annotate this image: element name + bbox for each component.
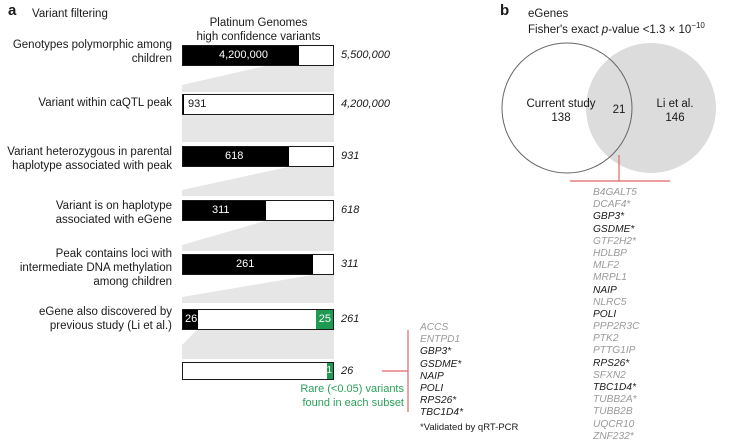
bar-fill-right-green	[316, 310, 333, 329]
bar-stage-7: 1	[182, 362, 334, 380]
panel-b-subtitle: Fisher's exact p-value <1.3 × 10−10	[528, 21, 705, 36]
funnel-4	[182, 221, 334, 251]
funnel-5	[182, 275, 334, 303]
bar-value: 4,200,000	[219, 49, 268, 61]
figure-graphics	[182, 42, 716, 412]
gene-item: DCAF4*	[593, 199, 631, 211]
venn-overlap-count: 21	[612, 104, 626, 116]
gene-item: GSDME*	[593, 223, 635, 235]
stage-label-3: Variant heterozygous in parental haploty…	[7, 146, 172, 172]
panel-b-letter: b	[500, 2, 510, 19]
gene-item: TBC1D4*	[593, 382, 637, 393]
bar-stage-5: 261	[182, 254, 334, 275]
total-stage-7: 26	[341, 365, 354, 377]
rare-note-line2: found in each subset	[302, 397, 404, 409]
bar-stage-6: 26 25	[182, 309, 334, 330]
subtitle-p: p	[601, 23, 609, 36]
gene-item: TBC1D4*	[420, 407, 464, 419]
funnel-1	[182, 66, 334, 92]
total-stage-2: 4,200,000	[341, 98, 390, 110]
stage-label-4: Variant is on haplotype associated with …	[55, 200, 172, 226]
total-stage-4: 618	[341, 204, 360, 216]
total-stage-1: 5,500,000	[341, 49, 390, 61]
gene-list-b: B4GALT5 DCAF4* GBP3* GSDME* GTF2H2* HDLB…	[593, 187, 639, 443]
gene-item: RPS26*	[420, 395, 457, 407]
stage-label-2: Variant within caQTL peak	[38, 97, 172, 109]
gene-item: TUBB2B	[593, 406, 633, 418]
gene-item: GBP3*	[593, 211, 625, 223]
gene-item: GBP3*	[420, 346, 452, 358]
column-header-line1: Platinum Genomes	[209, 17, 308, 29]
gene-item: GTF2H2*	[593, 235, 637, 247]
stage-label-5: Peak contains loci with intermediate DNA…	[19, 248, 172, 288]
bar-value-right: 25	[318, 313, 331, 325]
total-stage-6: 261	[341, 313, 360, 325]
total-stage-3: 931	[341, 150, 360, 162]
gene-item: POLI	[420, 382, 444, 394]
gene-item: SFXN2	[593, 369, 626, 381]
gene-item: B4GALT5	[593, 187, 637, 198]
gene-item: PPP2R3C	[593, 321, 640, 333]
bar-stage-1: 4,200,000	[182, 45, 334, 66]
funnel-2	[182, 115, 334, 142]
bar-fill	[183, 46, 299, 65]
bar-fill-right-green	[327, 363, 333, 379]
gene-item: ENTPD1	[420, 334, 461, 346]
bar-fill	[183, 95, 184, 114]
gene-item: UQCR10	[593, 418, 635, 430]
bar-fill	[183, 201, 266, 220]
venn-left-circle	[501, 42, 633, 174]
bar-fill	[183, 255, 313, 274]
funnel-6	[182, 330, 334, 359]
bar-stage-4: 311	[182, 200, 334, 221]
gene-item: ZNF232*	[593, 430, 634, 442]
subtitle-exponent: −10	[691, 21, 705, 30]
gene-list-a: ACCS ENTPD1 GBP3* GSDME* NAIP POLI RPS26…	[420, 322, 463, 420]
column-header-line2: high confidence variants	[196, 31, 321, 43]
funnel-3	[182, 167, 334, 196]
venn-left-text: Current study 138	[521, 97, 601, 125]
stage-label-1: Genotypes polymorphic among children	[12, 39, 172, 65]
bar-stage-3: 618	[182, 146, 334, 167]
gene-item: GSDME*	[420, 358, 462, 370]
stage-label-6: eGene also discovered by previous study …	[39, 306, 172, 332]
bar-value: 261	[236, 258, 255, 270]
venn-left-label: Current study	[526, 98, 596, 110]
panel-a-letter: a	[8, 2, 17, 19]
bar-value: 618	[225, 150, 244, 162]
gene-item: RPS26*	[593, 357, 630, 369]
gene-item: PTTG1IP	[593, 345, 636, 357]
gene-item: NLRC5	[593, 296, 627, 308]
gene-item: NAIP	[593, 284, 617, 296]
validated-note: *Validated by qRT-PCR	[420, 422, 519, 433]
venn-right-count: 146	[665, 112, 685, 124]
panel-b-title: eGenes	[528, 8, 569, 20]
rare-variants-note: Rare (<0.05) variants found in each subs…	[242, 382, 404, 410]
gene-item: MRPL1	[593, 272, 627, 284]
bar-fill-left	[183, 310, 198, 329]
gene-item: POLI	[593, 308, 617, 320]
bar-value-right: 1	[326, 365, 332, 376]
venn-right-text: Li et al. 146	[640, 97, 710, 125]
bar-stage-2: 931	[182, 94, 334, 115]
subtitle-prefix: Fisher's exact	[528, 23, 602, 36]
venn-left-count: 138	[551, 112, 571, 124]
bar-value: 311	[212, 204, 230, 216]
venn-right-label: Li et al.	[656, 98, 694, 110]
gene-item: NAIP	[420, 370, 444, 382]
total-stage-5: 311	[341, 258, 359, 270]
gene-item: ACCS	[420, 322, 449, 333]
column-header: Platinum Genomes high confidence variant…	[186, 16, 331, 44]
gene-item: HDLBP	[593, 247, 627, 259]
bar-value: 931	[188, 98, 207, 110]
bar-fill	[183, 147, 289, 166]
rare-note-line1: Rare (<0.05) variants	[300, 383, 404, 395]
section-title: Variant filtering	[32, 8, 108, 20]
bar-value-left: 26	[185, 313, 198, 325]
subtitle-suffix: -value <1.3 × 10	[608, 23, 692, 36]
gene-item: TUBB2A*	[593, 394, 637, 406]
venn-right-circle	[586, 43, 716, 173]
gene-item: MLF2	[593, 260, 620, 272]
gene-item: PTK2	[593, 333, 619, 345]
